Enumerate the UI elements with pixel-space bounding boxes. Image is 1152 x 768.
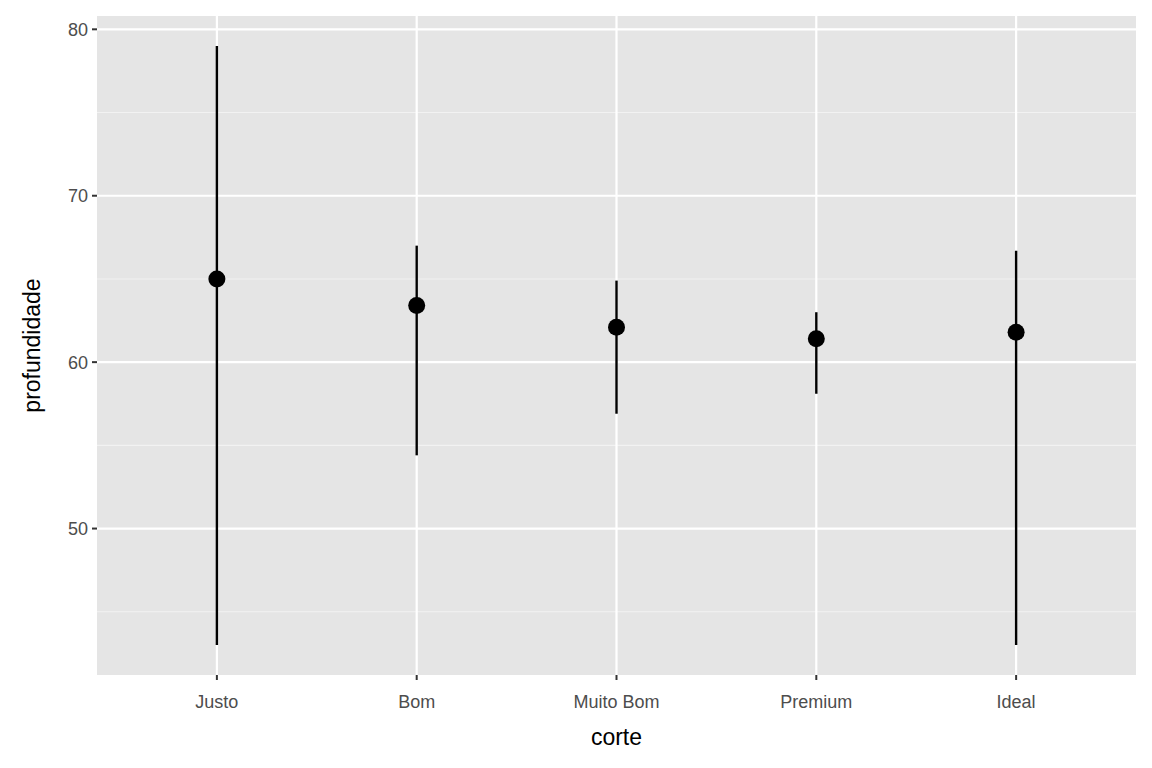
grid <box>97 16 1136 675</box>
x-grid-line <box>1015 16 1017 675</box>
y-tick <box>92 195 97 197</box>
x-tick <box>416 675 418 680</box>
x-tick <box>616 675 618 680</box>
x-tick-label: Justo <box>195 692 238 712</box>
x-tick-label: Bom <box>398 692 435 712</box>
x-grid-line <box>615 16 617 675</box>
y-tick <box>92 361 97 363</box>
y-tick-label: 60 <box>68 353 88 373</box>
point <box>1008 324 1025 341</box>
x-axis: Justo Bom Muito Bom Premium Ideal <box>195 675 1035 712</box>
range-line <box>1015 251 1017 645</box>
range-line <box>815 312 817 394</box>
point <box>408 297 425 314</box>
x-grid-line <box>216 16 218 675</box>
range-line <box>216 46 218 645</box>
y-axis-title: profundidade <box>19 278 45 412</box>
y-tick-label: 70 <box>68 186 88 206</box>
x-tick-label: Premium <box>780 692 852 712</box>
x-tick <box>1015 675 1017 680</box>
y-tick-label: 50 <box>68 519 88 539</box>
x-tick-label: Ideal <box>997 692 1036 712</box>
x-tick-label: Muito Bom <box>573 692 659 712</box>
chart-container: 50 60 70 80 Justo Bom Muito Bom Premium Ideal cor… <box>0 0 1152 768</box>
y-tick <box>92 28 97 30</box>
panel <box>97 16 1136 675</box>
x-tick <box>216 675 218 680</box>
x-grid-line <box>416 16 418 675</box>
y-tick-label: 80 <box>68 20 88 40</box>
chart-svg: 50 60 70 80 Justo Bom Muito Bom Premium Ideal cor… <box>0 0 1152 768</box>
x-axis-title: corte <box>591 724 642 750</box>
y-axis: 50 60 70 80 <box>68 20 97 539</box>
point <box>808 330 825 347</box>
range-line <box>415 246 417 456</box>
point <box>208 270 225 287</box>
x-tick <box>815 675 817 680</box>
marks <box>208 46 1024 645</box>
range-line <box>615 281 617 414</box>
y-tick <box>92 528 97 530</box>
point <box>608 319 625 336</box>
